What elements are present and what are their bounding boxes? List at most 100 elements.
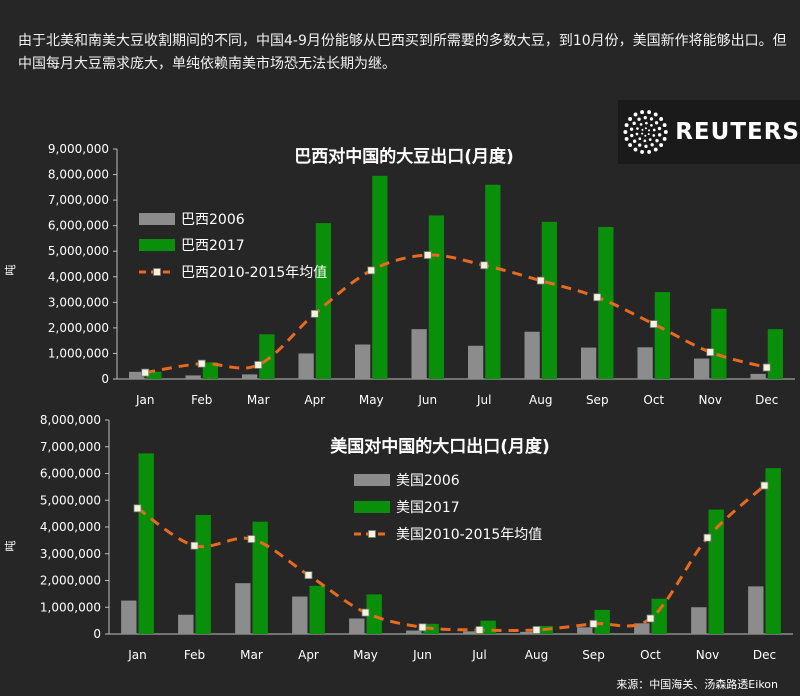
logo-dot — [654, 121, 659, 125]
avg-point-mar — [254, 361, 263, 369]
logo-dot — [637, 117, 641, 121]
logo-dot — [624, 123, 629, 128]
logo-dot — [650, 123, 653, 127]
legend-label: 美国2017 — [396, 500, 460, 516]
y-tick-label: 1,000,000 — [40, 600, 101, 614]
y-tick-label: 6,000,000 — [48, 219, 109, 233]
bar-2017-nov — [708, 509, 724, 634]
logo-dot — [633, 112, 638, 117]
chart-title: 美国对中国的大口出口(月度) — [330, 436, 550, 457]
logo-dot — [624, 136, 629, 141]
bar-2006-jan — [121, 600, 137, 634]
logo-dot — [633, 147, 638, 152]
reuters-logo: REUTERS — [618, 100, 800, 164]
avg-point-oct — [646, 614, 655, 623]
reuters-dot-icon — [623, 110, 668, 154]
bar-2006-sep — [577, 627, 593, 634]
y-tick-label: 3,000,000 — [40, 547, 101, 561]
bar-2006-jun — [406, 630, 422, 634]
logo-dot — [638, 143, 642, 147]
y-tick-label: 3,000,000 — [48, 295, 109, 309]
y-tick-label: 6,000,000 — [40, 467, 101, 481]
x-tick-label: Dec — [753, 648, 776, 662]
x-tick-label: Aug — [525, 648, 548, 662]
avg-point-aug — [532, 626, 541, 634]
avg-point-oct — [649, 320, 658, 328]
logo-dot — [647, 110, 652, 115]
bar-2017-jan — [146, 371, 162, 379]
x-tick-label: Jul — [471, 648, 486, 662]
bar-2017-nov — [711, 308, 727, 379]
logo-dot — [652, 134, 656, 137]
logo-dot — [653, 147, 658, 152]
bar-2006-jan — [128, 371, 145, 379]
bar-2017-mar — [252, 521, 268, 634]
bar-2017-dec — [767, 329, 784, 379]
bar-2006-oct — [637, 347, 653, 379]
avg-point-apr — [310, 309, 319, 318]
y-tick-label: 0 — [101, 372, 109, 386]
x-tick-label: Nov — [699, 393, 722, 407]
bar-2006-jul — [463, 631, 479, 634]
x-tick-label: Jun — [412, 648, 432, 662]
intro-text: 由于北美和南美大豆收割期间的不同，中国4-9月份能够从巴西买到所需要的多数大豆，… — [18, 33, 787, 72]
logo-dot — [640, 149, 645, 154]
logo-dot — [644, 127, 647, 130]
x-tick-label: Jan — [135, 393, 155, 407]
legend-marker — [153, 268, 161, 276]
legend-label: 美国2006 — [396, 473, 460, 489]
logo-dot — [639, 123, 643, 126]
chart-title: 巴西对中国的大豆出口(月度) — [294, 146, 514, 167]
bar-2017-mar — [259, 334, 275, 379]
avg-point-may — [367, 266, 376, 275]
source-note: 来源：中国海关、汤森路透Eikon — [616, 678, 778, 691]
bar-2006-mar — [235, 583, 251, 634]
y-tick-label: 4,000,000 — [40, 520, 101, 534]
logo-dot — [663, 130, 668, 134]
bar-2017-feb — [202, 362, 219, 379]
logo-dot — [640, 110, 645, 115]
bar-2006-oct — [634, 623, 650, 634]
logo-dot — [657, 133, 662, 137]
avg-point-jun — [418, 623, 427, 632]
legend-marker — [368, 530, 376, 538]
logo-dot — [632, 121, 636, 126]
legend-label: 巴西2017 — [181, 238, 245, 254]
avg-point-mar — [247, 535, 256, 543]
x-tick-label: Sep — [582, 648, 605, 662]
x-tick-label: Sep — [586, 393, 609, 407]
bar-2017-sep — [594, 609, 610, 634]
logo-dot — [632, 139, 637, 143]
bar-2006-dec — [748, 586, 764, 634]
bar-2017-jun — [428, 215, 445, 379]
logo-dot — [650, 143, 654, 147]
bar-2006-apr — [292, 596, 308, 634]
bar-2006-may — [354, 344, 371, 379]
y-tick-label: 0 — [93, 627, 101, 641]
y-tick-label: 7,000,000 — [48, 193, 109, 207]
logo-dot — [645, 121, 648, 125]
bar-2017-apr — [315, 223, 332, 379]
logo-dot — [630, 133, 634, 138]
avg-point-jun — [423, 251, 432, 259]
bar-2006-sep — [580, 347, 597, 379]
logo-dot — [629, 127, 634, 131]
avg-point-aug — [536, 276, 545, 285]
y-tick-label: 1,000,000 — [48, 346, 109, 360]
y-tick-label: 5,000,000 — [40, 493, 101, 507]
bar-2006-mar — [241, 374, 258, 379]
avg-point-apr — [304, 571, 313, 580]
bar-2006-jun — [411, 329, 427, 379]
legend-swatch — [139, 213, 175, 225]
y-tick-label: 2,000,000 — [40, 574, 101, 588]
logo-dot — [659, 143, 664, 147]
bar-2006-aug — [520, 631, 536, 634]
logo-dot — [662, 123, 667, 128]
bar-2017-feb — [195, 514, 211, 634]
logo-dot — [647, 149, 652, 154]
x-tick-label: Oct — [643, 393, 664, 407]
y-axis-label: 吨 — [4, 265, 17, 276]
x-tick-label: Apr — [304, 393, 325, 407]
logo-dot — [648, 129, 651, 132]
y-axis-label: 吨 — [4, 541, 17, 552]
